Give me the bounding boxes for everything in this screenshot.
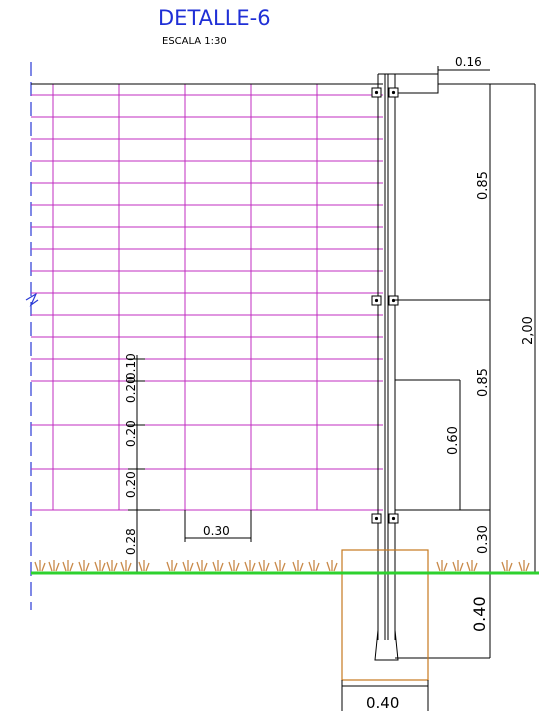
- grass-tuft: [106, 560, 118, 572]
- grass-tuft: [436, 560, 448, 572]
- mesh-spacing-1-label: 0.10: [124, 353, 138, 380]
- fence-post: [374, 73, 439, 661]
- grass-tuft: [120, 560, 132, 572]
- grass-tuft: [258, 560, 270, 572]
- footing-width-label: 0.40: [366, 694, 399, 711]
- mesh-verticals: [52, 84, 318, 510]
- grass-tuft: [138, 560, 150, 572]
- break-axis: [25, 62, 39, 610]
- grass-tuft: [212, 560, 224, 572]
- grass-tuft: [244, 560, 256, 572]
- bottom-gap-label: 0.30: [476, 525, 491, 554]
- grass-tuft: [292, 560, 304, 572]
- grass-tuft: [452, 560, 464, 572]
- scale-label: ESCALA 1:30: [162, 36, 227, 47]
- grass-tuft: [94, 560, 106, 572]
- grass-tuft: [196, 560, 208, 572]
- grass-tufts: [34, 560, 530, 572]
- clearance-label: 0.28: [124, 528, 138, 555]
- footing-dimension: [341, 680, 429, 711]
- mesh-spacing-2-label: 0.20: [124, 376, 138, 403]
- grass-tuft: [62, 560, 74, 572]
- reference-lines: [395, 66, 535, 659]
- dimension-lines: [459, 84, 536, 658]
- brace-height-label: 0.60: [446, 426, 461, 455]
- mesh-spacing-4-label: 0.20: [124, 471, 138, 498]
- grass-tuft: [48, 560, 60, 572]
- grass-tuft: [326, 560, 338, 572]
- left-dimension-column: [128, 355, 252, 573]
- mesh-width-label: 0.30: [203, 524, 230, 538]
- grass-tuft: [501, 560, 513, 572]
- grass-tuft: [78, 560, 90, 572]
- footing-depth-label: 0.40: [470, 596, 489, 632]
- lower-span-label: 0.85: [476, 368, 491, 397]
- upper-span-label: 0.85: [476, 171, 491, 200]
- grass-tuft: [182, 560, 194, 572]
- connector-dots: [374, 90, 396, 521]
- cap-width-label: 0.16: [455, 55, 482, 69]
- grass-tuft: [228, 560, 240, 572]
- grass-tuft: [518, 560, 530, 572]
- grass-tuft: [274, 560, 286, 572]
- grass-tuft: [166, 560, 178, 572]
- detail-title: DETALLE-6: [158, 6, 271, 30]
- grass-tuft: [466, 560, 478, 572]
- concrete-footing: [341, 549, 429, 681]
- total-height-label: 2,00: [521, 316, 536, 345]
- mesh-horizontals: [31, 94, 383, 511]
- mesh-spacing-3-label: 0.20: [124, 420, 138, 447]
- grass-tuft: [34, 560, 46, 572]
- grass-tuft: [308, 560, 320, 572]
